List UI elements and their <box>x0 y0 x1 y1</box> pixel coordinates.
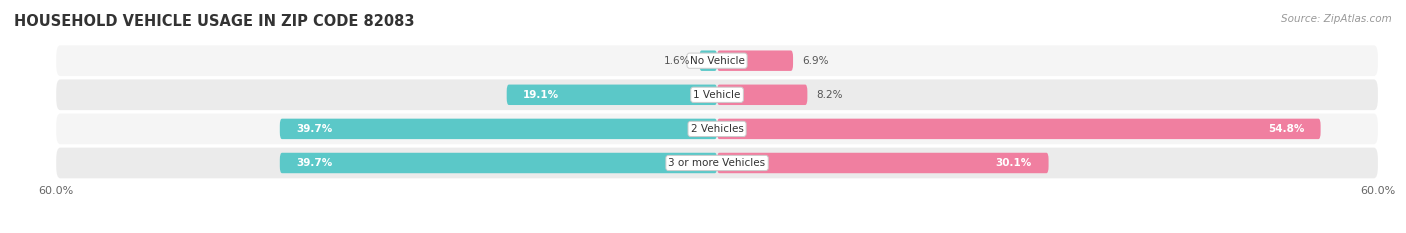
FancyBboxPatch shape <box>717 153 1049 173</box>
Text: Source: ZipAtlas.com: Source: ZipAtlas.com <box>1281 14 1392 24</box>
Text: 2 Vehicles: 2 Vehicles <box>690 124 744 134</box>
Text: 8.2%: 8.2% <box>815 90 842 100</box>
Text: 39.7%: 39.7% <box>297 158 333 168</box>
FancyBboxPatch shape <box>506 85 717 105</box>
Text: 1.6%: 1.6% <box>664 56 690 66</box>
Text: 1 Vehicle: 1 Vehicle <box>693 90 741 100</box>
FancyBboxPatch shape <box>56 79 1378 110</box>
FancyBboxPatch shape <box>56 148 1378 178</box>
FancyBboxPatch shape <box>717 51 793 71</box>
FancyBboxPatch shape <box>699 51 717 71</box>
Text: No Vehicle: No Vehicle <box>689 56 745 66</box>
FancyBboxPatch shape <box>56 113 1378 144</box>
FancyBboxPatch shape <box>280 153 717 173</box>
Text: 54.8%: 54.8% <box>1268 124 1305 134</box>
Text: HOUSEHOLD VEHICLE USAGE IN ZIP CODE 82083: HOUSEHOLD VEHICLE USAGE IN ZIP CODE 8208… <box>14 14 415 29</box>
Text: 39.7%: 39.7% <box>297 124 333 134</box>
FancyBboxPatch shape <box>717 119 1320 139</box>
Text: 30.1%: 30.1% <box>995 158 1032 168</box>
FancyBboxPatch shape <box>717 85 807 105</box>
Text: 6.9%: 6.9% <box>801 56 828 66</box>
Text: 3 or more Vehicles: 3 or more Vehicles <box>668 158 766 168</box>
FancyBboxPatch shape <box>56 45 1378 76</box>
Text: 19.1%: 19.1% <box>523 90 560 100</box>
FancyBboxPatch shape <box>280 119 717 139</box>
